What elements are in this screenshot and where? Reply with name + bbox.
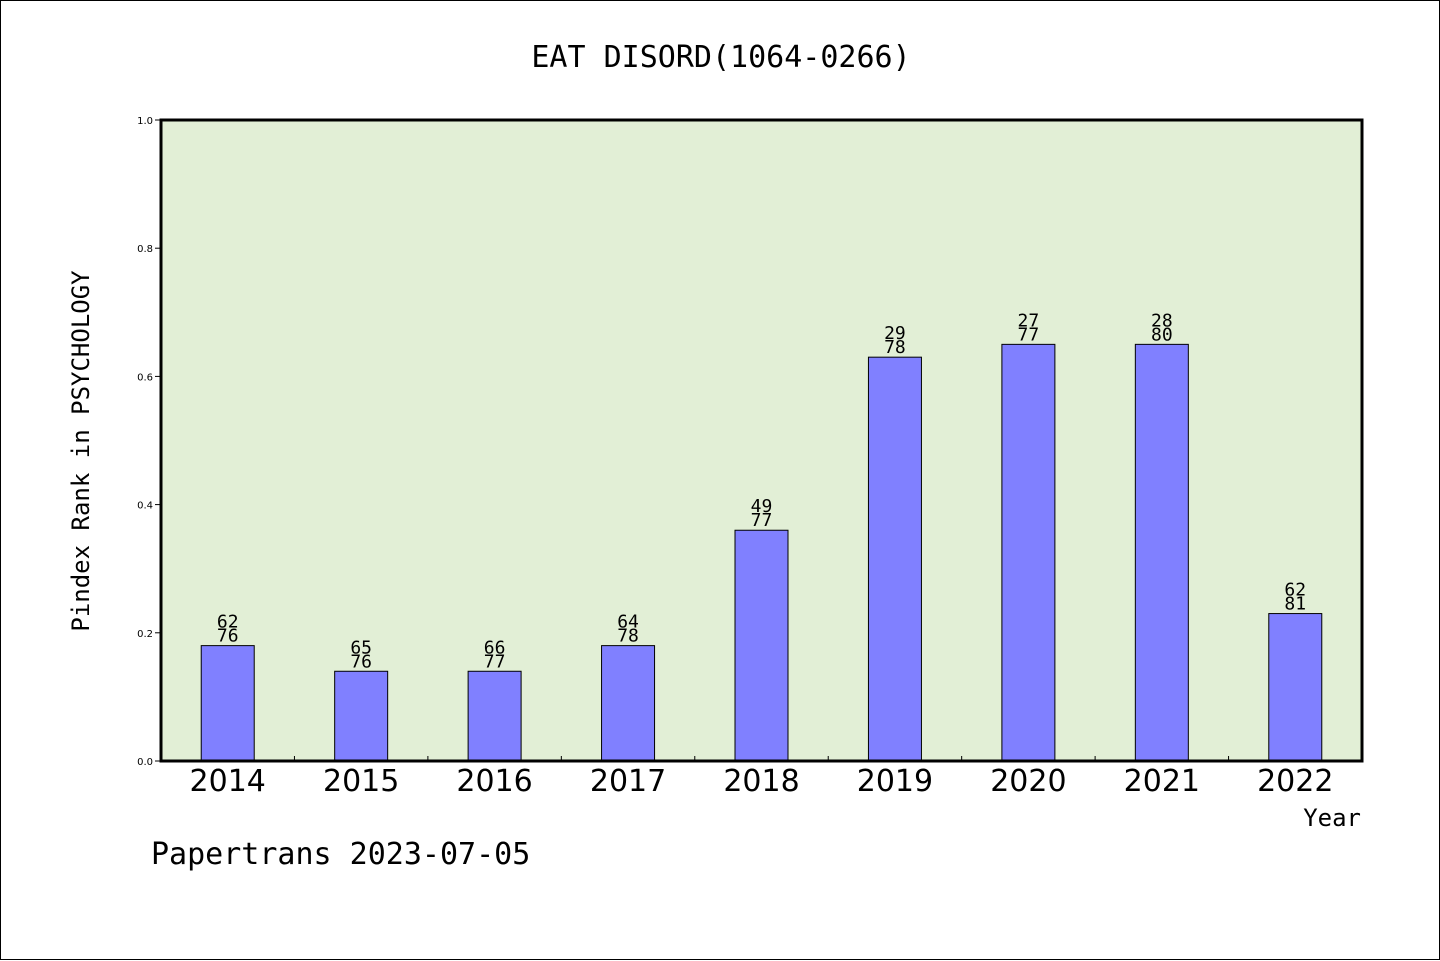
x-tick-label: 2016 bbox=[456, 764, 532, 799]
x-tick-label: 2019 bbox=[857, 764, 933, 799]
bar-2021 bbox=[1134, 343, 1189, 762]
plot-frame bbox=[159, 118, 1364, 763]
y-tick-label: 0.4 bbox=[137, 501, 153, 512]
bar-label-top: 62 bbox=[217, 612, 239, 633]
bars-group bbox=[200, 343, 1323, 762]
bar-label-bottom: 76 bbox=[217, 626, 239, 647]
bar-label-bottom: 81 bbox=[1284, 594, 1306, 615]
bar-label-bottom: 76 bbox=[350, 651, 372, 672]
bar-label-bottom: 80 bbox=[1151, 324, 1173, 345]
bar-2020 bbox=[1001, 343, 1056, 762]
bar-label-top: 66 bbox=[484, 637, 506, 658]
bar-label-bottom: 78 bbox=[884, 337, 906, 358]
bar-2022 bbox=[1268, 613, 1323, 762]
x-tick-label: 2018 bbox=[723, 764, 799, 799]
bar-2016 bbox=[467, 670, 522, 762]
bar-2014 bbox=[200, 645, 255, 762]
x-tick-label: 2021 bbox=[1124, 764, 1200, 799]
bar-label-top: 27 bbox=[1018, 310, 1040, 331]
x-axis-label: Year bbox=[1303, 804, 1361, 832]
y-tick-label: 0.2 bbox=[137, 629, 153, 640]
bar-label-bottom: 78 bbox=[617, 626, 639, 647]
bar-2018 bbox=[734, 529, 789, 762]
x-tick-label: 2020 bbox=[990, 764, 1066, 799]
y-axis: 0.0 0.2 0.4 0.6 0.8 1.0 bbox=[137, 116, 161, 768]
bar-label-top: 28 bbox=[1151, 310, 1173, 331]
x-tick-label: 2015 bbox=[323, 764, 399, 799]
y-tick-label: 1.0 bbox=[137, 116, 153, 127]
bar-2019 bbox=[867, 356, 922, 762]
bar-2017 bbox=[601, 645, 656, 762]
bar-label-bottom: 77 bbox=[1018, 324, 1040, 345]
footer-text: Papertrans 2023-07-05 bbox=[151, 837, 530, 872]
bar-label-top: 49 bbox=[751, 496, 773, 517]
bar-2015 bbox=[334, 670, 389, 762]
x-tick-label: 2022 bbox=[1257, 764, 1333, 799]
bar-label-top: 65 bbox=[350, 637, 372, 658]
bar-label-top: 29 bbox=[884, 323, 906, 344]
y-tick-label: 0.6 bbox=[137, 372, 153, 383]
x-tick-label: 2017 bbox=[590, 764, 666, 799]
y-axis-label: Pindex Rank in PSYCHOLOGY bbox=[67, 270, 95, 632]
y-tick-label: 0.8 bbox=[137, 244, 153, 255]
x-tick-label: 2014 bbox=[190, 764, 266, 799]
y-tick-label: 0.0 bbox=[137, 757, 153, 768]
chart-title: EAT DISORD(1064-0266) bbox=[531, 40, 910, 75]
x-axis: 2014 2015 2016 2017 2018 2019 2020 2021 2022 bbox=[190, 756, 1333, 799]
bar-label-top: 62 bbox=[1284, 580, 1306, 601]
bar-label-bottom: 77 bbox=[484, 651, 506, 672]
bar-label-bottom: 77 bbox=[751, 510, 773, 531]
bar-label-top: 64 bbox=[617, 612, 639, 633]
